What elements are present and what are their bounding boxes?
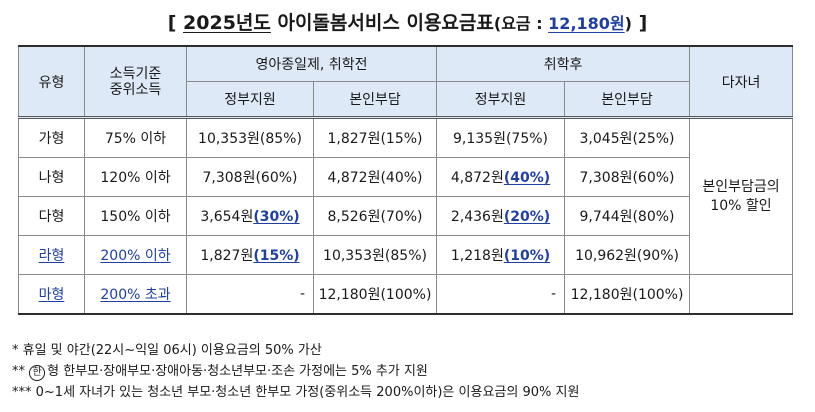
page-title: [ 2025년도 아이돌봄서비스 이용요금표(요금 : 12,180원) ] <box>0 8 815 38</box>
cell-gov-infant: 1,827원(15%) <box>186 235 314 275</box>
cell-self-infant: 1,827원(15%) <box>312 117 438 158</box>
cell-gov-infant: 7,308원(60%) <box>186 157 314 197</box>
cell-self-infant: 12,180원(100%) <box>312 274 438 315</box>
cell-percent-highlight: (20%) <box>503 209 551 225</box>
cell-percent-highlight: (10%) <box>503 248 551 264</box>
footnote-2-text: 형 한부모·장애부모·장애아동·청소년부모·조손 가정에는 5% 추가 지원 <box>47 364 428 379</box>
row-type: 다형 <box>18 196 85 236</box>
header-gov-support-infant: 정부지원 <box>186 81 314 119</box>
cell-gov-school: 2,436원(20%) <box>436 196 566 236</box>
cell-multi-child-empty <box>689 274 794 315</box>
row-income-highlight: 200% 이하 <box>84 235 187 275</box>
header-group-infant: 영아종일제, 취학전 <box>185 45 438 82</box>
cell-self-infant: 10,353원(85%) <box>312 235 438 275</box>
row-income: 150% 이하 <box>84 196 187 236</box>
title-fee-prefix: (요금 : <box>493 14 549 33</box>
cell-gov-school: 1,218원(10%) <box>436 235 566 275</box>
cell-self-school: 10,962원(90%) <box>564 235 691 275</box>
cell-gov-school: - <box>436 274 566 315</box>
multi-child-line1: 본인부담금의 <box>702 178 780 195</box>
table-row: 다형 150% 이하 3,654원(30%) 8,526원(70%) 2,436… <box>18 196 793 236</box>
cell-amount: 4,872원 <box>450 170 504 186</box>
cell-gov-infant: 10,353원(85%) <box>186 117 314 158</box>
cell-self-school: 7,308원(60%) <box>564 157 691 197</box>
row-type: 나형 <box>18 157 85 197</box>
header-type: 유형 <box>18 45 85 119</box>
header-self-pay-school: 본인부담 <box>564 81 691 119</box>
table-row: 마형 200% 초과 - 12,180원(100%) - 12,180원(100… <box>18 274 794 315</box>
table-row: 라형 200% 이하 1,827원(15%) 10,353원(85%) 1,21… <box>18 235 793 275</box>
header-group-school: 취학후 <box>436 45 691 82</box>
title-main: 아이돌봄서비스 이용요금표 <box>270 12 494 34</box>
cell-percent-highlight: (15%) <box>253 248 300 264</box>
cell-self-school: 3,045원(25%) <box>564 117 691 158</box>
header-gov-support-school: 정부지원 <box>436 81 566 119</box>
cell-self-school: 12,180원(100%) <box>564 274 691 315</box>
multi-child-note: 본인부담금의 10% 할인 <box>689 117 794 275</box>
row-income-highlight: 200% 초과 <box>84 274 187 315</box>
header-income: 소득기준 중위소득 <box>84 45 187 119</box>
title-year: 2025년도 <box>183 12 271 34</box>
multi-child-line2: 10% 할인 <box>710 197 772 214</box>
cell-gov-school: 4,872원(40%) <box>436 157 566 197</box>
row-type-highlight: 마형 <box>18 274 85 315</box>
title-bracket-open: [ <box>167 12 177 34</box>
cell-gov-infant: - <box>186 274 314 315</box>
title-bracket-close: ] <box>638 12 648 34</box>
fee-table: 유형 소득기준 중위소득 영아종일제, 취학전 취학후 다자녀 정부지원 본인부… <box>18 45 794 315</box>
cell-percent-highlight: (30%) <box>253 209 300 225</box>
cell-percent-highlight: (40%) <box>503 170 551 186</box>
cell-amount: 2,436원 <box>450 209 504 225</box>
header-income-line1: 소득기준 <box>109 65 162 82</box>
header-self-pay-infant: 본인부담 <box>312 81 438 119</box>
footnote-3: *** 0~1세 자녀가 있는 청소년 부모·청소년 한부모 가정(중위소득 2… <box>12 385 580 400</box>
row-type-highlight: 라형 <box>18 235 85 275</box>
circled-letter-icon: 한 <box>29 365 46 381</box>
cell-self-infant: 4,872원(40%) <box>312 157 438 197</box>
cell-amount: 3,654원 <box>200 209 254 225</box>
row-income: 120% 이하 <box>84 157 187 197</box>
footnote-1: * 휴일 및 야간(22시~익일 06시) 이용요금의 50% 가산 <box>12 343 322 358</box>
title-fee-suffix: ) <box>624 14 632 33</box>
table-row: 가형 75% 이하 10,353원(85%) 1,827원(15%) 9,135… <box>18 117 794 275</box>
cell-self-school: 9,744원(80%) <box>564 196 691 236</box>
title-fee-value: 12,180원 <box>548 14 625 33</box>
cell-self-infant: 8,526원(70%) <box>312 196 438 236</box>
cell-amount: 1,827원 <box>200 248 254 264</box>
cell-gov-school: 9,135원(75%) <box>436 117 566 158</box>
table-row: 나형 120% 이하 7,308원(60%) 4,872원(40%) 4,872… <box>18 157 793 197</box>
footnote-2-prefix: ** <box>12 364 30 379</box>
header-income-line2: 중위소득 <box>109 81 162 98</box>
row-type: 가형 <box>18 117 85 158</box>
cell-amount: 1,218원 <box>450 248 504 264</box>
header-multi-child: 다자녀 <box>689 45 794 119</box>
cell-gov-infant: 3,654원(30%) <box>186 196 314 236</box>
row-income: 75% 이하 <box>84 117 187 158</box>
